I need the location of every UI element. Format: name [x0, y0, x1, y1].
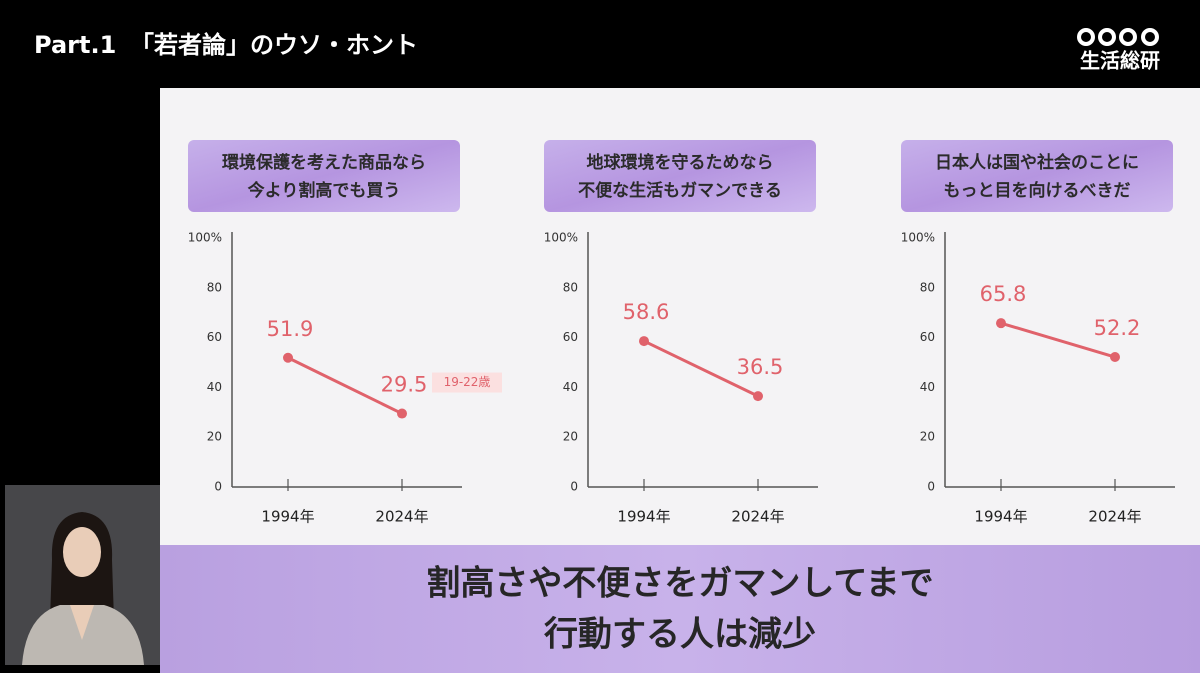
data-label: 52.2 — [1094, 316, 1141, 340]
x-tick-label: 2024年 — [375, 508, 428, 526]
speaker-video — [5, 485, 160, 665]
point — [996, 318, 1006, 329]
chart-title: 環境保護を考えた商品なら — [222, 152, 426, 173]
point — [1110, 352, 1120, 363]
point — [753, 391, 763, 402]
y-tick-label: 60 — [563, 330, 578, 344]
y-tick-label: 60 — [920, 330, 935, 344]
chart-title: 不便な生活もガマンできる — [578, 180, 782, 201]
y-tick-label: 0 — [927, 480, 935, 494]
header-title: 「若者論」のウソ・ホント — [130, 31, 418, 59]
annotation-box — [432, 372, 502, 393]
chart-title-box — [901, 140, 1173, 212]
y-tick-label: 100% — [901, 231, 935, 245]
part-label: Part.1 — [34, 31, 116, 59]
data-label: 29.5 — [381, 373, 428, 397]
x-tick-label: 1994年 — [261, 508, 314, 526]
y-tick-label: 20 — [920, 430, 935, 444]
y-tick-label: 20 — [563, 430, 578, 444]
x-tick-label: 2024年 — [731, 508, 784, 526]
y-tick-label: 100% — [188, 231, 222, 245]
x-tick-label: 2024年 — [1088, 508, 1141, 526]
y-tick-label: 80 — [207, 280, 222, 294]
logo-text: 生活総研 — [1080, 49, 1160, 73]
line — [1000, 321, 1116, 359]
line — [643, 339, 759, 398]
chart-title-box — [188, 140, 460, 212]
y-tick-label: 0 — [570, 480, 578, 494]
data-label: 58.6 — [623, 300, 670, 324]
data-label: 51.9 — [267, 317, 314, 341]
data-label: 65.8 — [980, 282, 1027, 306]
chart-title: もっと目を向けるべきだ — [944, 180, 1131, 201]
chart-title: 地球環境を守るためなら — [587, 152, 774, 173]
y-tick-label: 80 — [563, 280, 578, 294]
caption-band — [160, 545, 1200, 673]
x-tick-label: 1994年 — [617, 508, 670, 526]
y-tick-label: 100% — [544, 231, 578, 245]
annotation: 19-22歳 — [444, 375, 491, 389]
y-tick-label: 0 — [214, 480, 222, 494]
y-tick-label: 40 — [563, 380, 578, 394]
x-tick-label: 1994年 — [974, 508, 1027, 526]
y-tick-label: 20 — [207, 430, 222, 444]
chart-title: 日本人は国や社会のことに — [935, 152, 1139, 173]
y-tick-label: 60 — [207, 330, 222, 344]
chart-title: 今より割高でも買う — [248, 180, 401, 201]
line — [287, 356, 403, 415]
point — [639, 336, 649, 347]
point — [283, 352, 293, 363]
y-tick-label: 80 — [920, 280, 935, 294]
y-tick-label: 40 — [207, 380, 222, 394]
data-label: 36.5 — [737, 355, 784, 379]
y-tick-label: 40 — [920, 380, 935, 394]
caption-line: 行動する人は減少 — [544, 615, 816, 655]
chart-title-box — [544, 140, 816, 212]
point — [397, 408, 407, 419]
caption-line: 割高さや不便さをガマンしてまで — [426, 564, 933, 604]
logo-icon — [1077, 28, 1159, 46]
